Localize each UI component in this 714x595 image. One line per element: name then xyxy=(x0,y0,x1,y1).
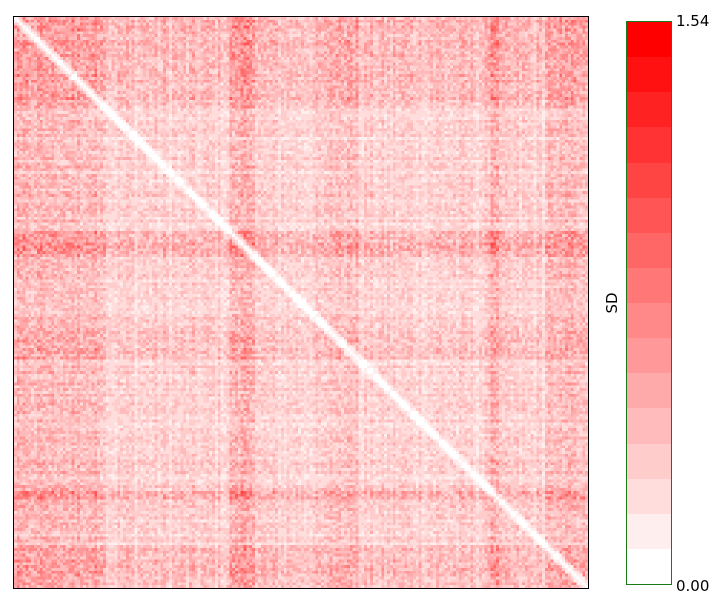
colorbar xyxy=(626,21,672,585)
colorbar-segment xyxy=(627,372,671,409)
colorbar-segment xyxy=(627,22,671,58)
colorbar-segment xyxy=(627,196,671,233)
colorbar-segment xyxy=(627,407,671,444)
sd-heatmap xyxy=(13,16,589,589)
colorbar-label: SD xyxy=(603,292,621,314)
colorbar-segment xyxy=(627,91,671,128)
colorbar-segment xyxy=(627,126,671,163)
colorbar-segment xyxy=(627,547,671,584)
colorbar-segment xyxy=(627,56,671,93)
colorbar-segment xyxy=(627,161,671,198)
colorbar-segment xyxy=(627,512,671,549)
colorbar-segment xyxy=(627,266,671,303)
colorbar-segment xyxy=(627,442,671,479)
colorbar-segment xyxy=(627,337,671,374)
colorbar-segment xyxy=(627,477,671,514)
colorbar-segment xyxy=(627,301,671,339)
colorbar-max-label: 1.54 xyxy=(676,12,710,30)
colorbar-min-label: 0.00 xyxy=(676,577,710,595)
colorbar-segment xyxy=(627,231,671,268)
